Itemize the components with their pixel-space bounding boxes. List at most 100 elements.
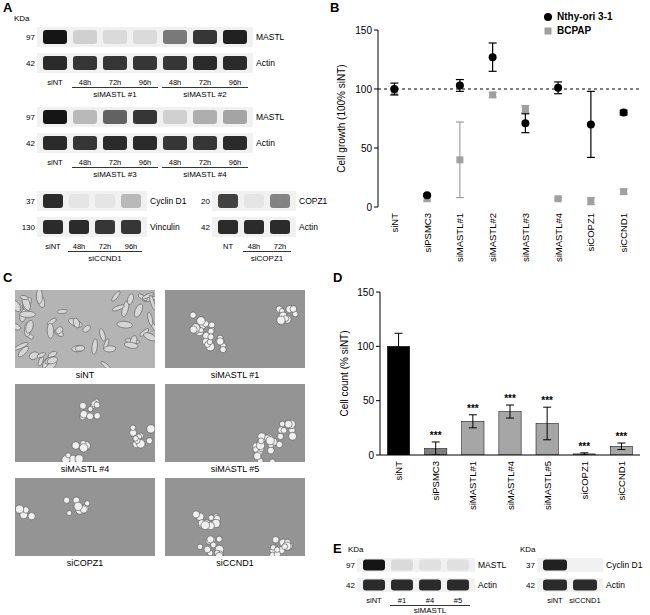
cell (98, 328, 107, 342)
micrograph-bg (15, 478, 155, 556)
group-label: siMASTL #3 (93, 170, 137, 179)
error-bar (554, 82, 562, 94)
cell (254, 452, 261, 459)
kda-label: 42 (346, 581, 355, 590)
blot-film (537, 578, 603, 592)
band (73, 110, 97, 124)
blot-film (37, 217, 147, 237)
cell (20, 295, 29, 301)
protein-label: MASTL (256, 112, 285, 122)
panel-label: A (3, 0, 13, 15)
protein-label: Cyclin D1 (150, 196, 187, 206)
marker (587, 120, 595, 128)
kda-label: 42 (526, 581, 535, 590)
y-axis-label: Cell growth (100% siNT) (336, 64, 347, 172)
cell (104, 346, 116, 353)
cell (147, 425, 155, 433)
cell (211, 542, 217, 548)
protein-label: Actin (606, 580, 625, 590)
band (244, 194, 264, 208)
band (193, 30, 217, 44)
lane-label: 48h (169, 158, 182, 167)
group-label: siCCND1 (88, 254, 122, 263)
cell (64, 497, 70, 503)
protein-label: Actin (299, 222, 318, 232)
band (43, 56, 67, 70)
error-cap (554, 81, 562, 82)
y-tick-label: 150 (357, 287, 374, 298)
band (573, 560, 597, 571)
bar (387, 346, 409, 455)
lane-label: siNT (47, 158, 63, 167)
error-stem (547, 407, 548, 440)
error-cap (580, 452, 588, 453)
y-tick (376, 455, 380, 456)
protein-label: Actin (256, 58, 275, 68)
cell (88, 407, 93, 412)
cell (126, 293, 134, 305)
band (69, 220, 89, 234)
cell (111, 304, 125, 312)
cell (277, 316, 285, 324)
error-cap (456, 121, 464, 122)
blot: KDaCyclin D137Actin42siNTsiCCND1 (520, 545, 643, 605)
error-cap (390, 94, 398, 95)
cell (208, 515, 214, 521)
lane-label: siNT (47, 78, 63, 87)
panel-label: D (333, 270, 342, 285)
group-line (72, 167, 158, 168)
lane-label: 72h (199, 78, 212, 87)
band (391, 560, 413, 571)
cell (133, 303, 145, 319)
cell (285, 420, 293, 428)
error-stem (621, 443, 622, 450)
cell (20, 295, 32, 312)
significance: *** (430, 430, 442, 441)
band (447, 560, 469, 571)
error-cap (489, 71, 497, 72)
error-cap (587, 91, 595, 92)
band (133, 110, 157, 124)
error-cap (543, 407, 551, 408)
error-cap (489, 42, 497, 43)
cell (36, 352, 46, 359)
error-cap (432, 441, 440, 442)
band (163, 136, 187, 150)
cell (75, 345, 85, 351)
band (193, 110, 217, 124)
bar (499, 412, 521, 455)
y-tick-label: 100 (355, 84, 372, 95)
y-axis-label: Cell count (% siNT) (339, 330, 350, 416)
image-caption: siNT (76, 370, 95, 380)
band (447, 580, 469, 591)
error-cap (469, 427, 477, 428)
cell (216, 536, 222, 542)
kda-label: 97 (346, 561, 355, 570)
error-bar (617, 443, 625, 450)
band (363, 580, 385, 591)
lane-label: 48h (248, 242, 261, 251)
band (163, 110, 187, 124)
y-tick (374, 30, 378, 31)
group-label: siMASTL #2 (183, 90, 227, 99)
protein-label: MASTL (478, 560, 507, 570)
marker (522, 106, 529, 113)
cell (142, 331, 155, 343)
x-tick-label: siNT (393, 461, 404, 481)
significance: *** (504, 393, 516, 404)
cell (24, 320, 34, 334)
group-line (243, 251, 291, 252)
error-cap (390, 94, 398, 95)
cell (197, 544, 202, 549)
blot-film (37, 53, 253, 73)
protein-label: Cyclin D1 (606, 560, 643, 570)
cell (282, 544, 288, 550)
error-cap (506, 405, 514, 406)
x-tick-label: siNT (389, 213, 400, 233)
cell (85, 501, 90, 506)
marker (555, 195, 562, 202)
group-line (162, 87, 248, 88)
error-cap (587, 157, 595, 158)
cell (46, 356, 58, 366)
x-tick-label: siMASTL#3 (520, 213, 531, 262)
